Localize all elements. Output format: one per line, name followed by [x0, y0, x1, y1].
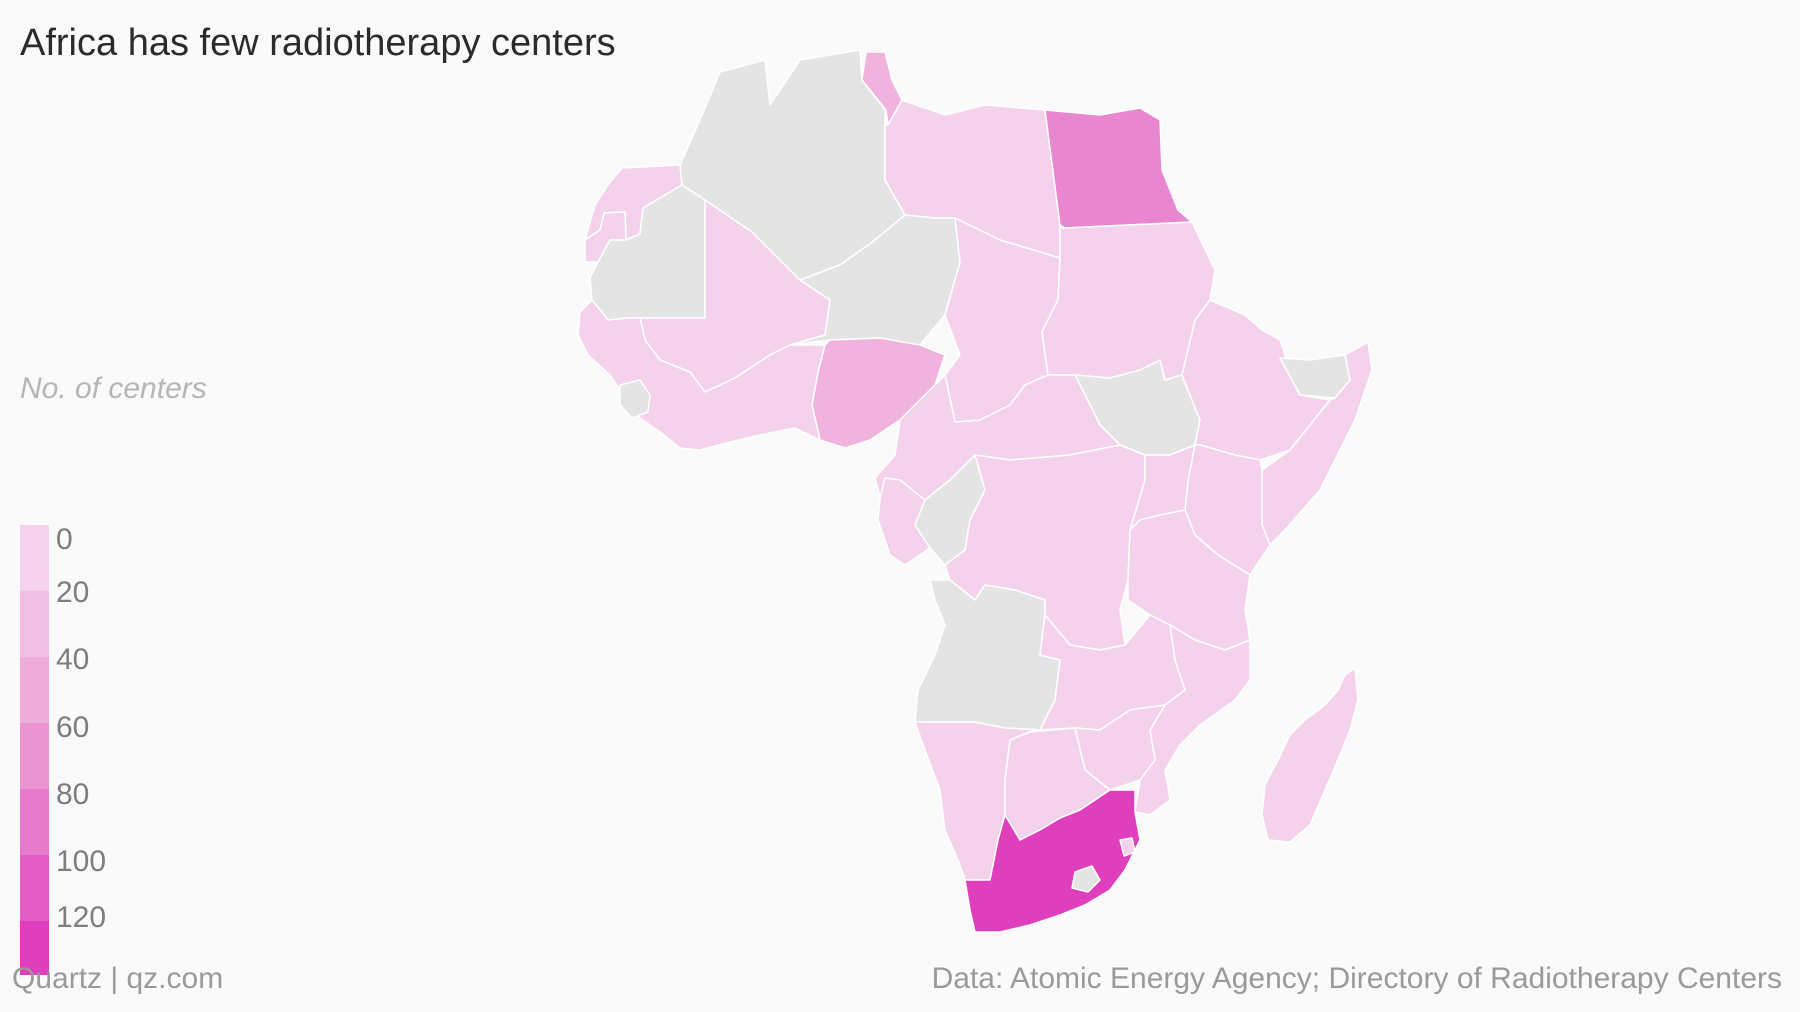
legend-label-120: 120: [56, 901, 107, 934]
region-gabon[interactable]: [877, 477, 931, 566]
region-south-africa[interactable]: [964, 789, 1141, 933]
legend-swatch-20: [20, 591, 49, 657]
footer-data-source: Data: Atomic Energy Agency; Directory of…: [931, 962, 1782, 995]
legend-swatch-0: [20, 525, 49, 591]
region-madagascar[interactable]: [1261, 667, 1359, 843]
legend-label-0: 0: [56, 523, 73, 556]
legend-swatch-100: [20, 855, 49, 921]
legend-title: No. of centers: [20, 372, 207, 405]
region-lesotho[interactable]: [1071, 865, 1101, 893]
region-ethiopia[interactable]: [1181, 299, 1331, 461]
legend-label-60: 60: [56, 711, 90, 744]
legend-label-80: 80: [56, 778, 90, 811]
region-guinea[interactable]: [619, 379, 651, 419]
legend-swatch-40: [20, 657, 49, 723]
legend-swatch-60: [20, 723, 49, 789]
chart-title: Africa has few radiotherapy centers: [20, 22, 616, 64]
legend-label-20: 20: [56, 576, 90, 609]
legend-label-100: 100: [56, 845, 107, 878]
legend-swatch-120: [20, 921, 49, 975]
region-swaziland[interactable]: [1119, 837, 1136, 857]
region-tanzania[interactable]: [1127, 509, 1251, 651]
legend-swatch-80: [20, 789, 49, 855]
footer-credit: Quartz | qz.com: [12, 962, 224, 995]
legend: 0 20 40 60 80 100 120: [20, 523, 140, 975]
region-egypt[interactable]: [1044, 107, 1193, 229]
region-angola[interactable]: [914, 579, 1061, 731]
legend-label-40: 40: [56, 643, 90, 676]
